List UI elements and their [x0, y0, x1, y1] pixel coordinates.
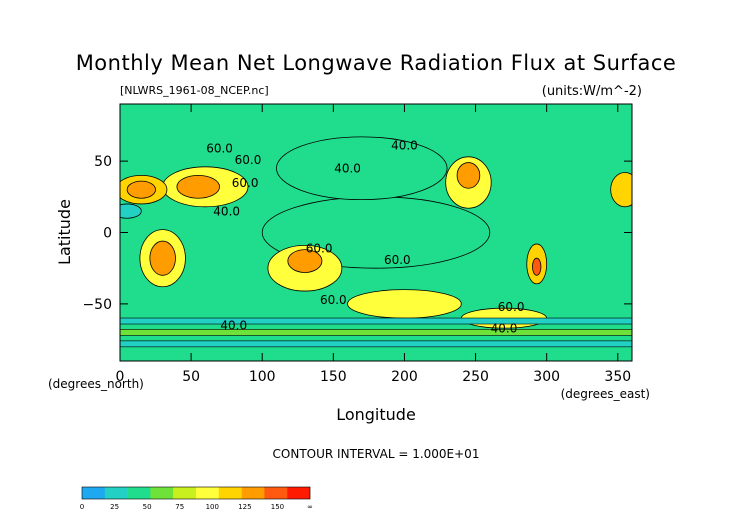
colorbar-label: 50	[143, 503, 152, 511]
x-tick-label: 200	[391, 369, 418, 385]
field-region	[456, 162, 481, 189]
field-region	[287, 249, 323, 273]
colorbar-label: 75	[175, 503, 184, 511]
contour-label: 60.0	[320, 293, 347, 307]
field-region	[532, 257, 542, 276]
field-region	[176, 174, 220, 199]
colorbar-swatch	[104, 487, 128, 499]
colorbar-label: ∞	[307, 503, 313, 511]
units-label: (units:W/m^-2)	[542, 84, 642, 99]
field-band	[120, 340, 632, 348]
field-region	[120, 203, 142, 219]
contour-label: 60.0	[206, 142, 233, 156]
field-region	[149, 240, 176, 276]
colorbar-label: 150	[271, 503, 284, 511]
field-region	[126, 180, 156, 199]
field-layer	[120, 136, 632, 348]
x-tick-label: 100	[249, 369, 276, 385]
colorbar-swatch	[264, 487, 288, 499]
contour-label: 40.0	[491, 321, 518, 335]
contour-interval: CONTOUR INTERVAL = 1.000E+01	[273, 447, 480, 461]
colorbar-frame	[81, 486, 311, 500]
contour-label: 40.0	[334, 162, 361, 176]
field-region	[610, 172, 632, 208]
contour-label: 60.0	[235, 153, 262, 167]
source-label: [NLWRS_1961-08_NCEP.nc]	[120, 84, 269, 97]
colorbar-swatch	[150, 487, 174, 499]
colorbar-swatch	[218, 487, 242, 499]
colorbar-swatch	[82, 487, 105, 499]
y-tick-label: −50	[82, 297, 112, 313]
field-region	[347, 289, 462, 319]
x-axis-label: Longitude	[336, 405, 416, 424]
colorbar-swatch	[127, 487, 151, 499]
y-tick-label: 50	[94, 154, 112, 170]
x-tick-label: 150	[320, 369, 347, 385]
field-band	[120, 329, 632, 336]
field-band	[120, 317, 632, 325]
x-tick-label: 300	[533, 369, 560, 385]
colorbar-swatch	[173, 487, 197, 499]
colorbar-swatch	[241, 487, 265, 499]
chart-title: Monthly Mean Net Longwave Radiation Flux…	[76, 51, 677, 75]
contour-label: 60.0	[498, 300, 525, 314]
x-tick-label: 0	[116, 369, 125, 385]
contour-label: 60.0	[384, 253, 411, 267]
colorbar-label: 125	[238, 503, 251, 511]
y-tick-label: 0	[103, 226, 112, 242]
colorbar-label: 0	[80, 503, 84, 511]
contour-label: 60.0	[306, 241, 333, 255]
contour-label: 40.0	[391, 139, 418, 153]
y-unit-label: (degrees_north)	[48, 377, 144, 391]
y-axis-label: Latitude	[55, 199, 74, 265]
contour-label: 40.0	[213, 204, 240, 218]
contour-label: 40.0	[220, 319, 247, 333]
field-region	[276, 136, 448, 201]
x-unit-label: (degrees_east)	[561, 387, 650, 401]
x-tick-label: 250	[462, 369, 489, 385]
x-tick-label: 50	[182, 369, 200, 385]
colorbar-swatch	[196, 487, 219, 499]
colorbar-swatch	[287, 487, 311, 499]
colorbar-label: 100	[206, 503, 219, 511]
contour-label: 60.0	[232, 176, 259, 190]
colorbar-label: 25	[110, 503, 119, 511]
x-tick-label: 350	[604, 369, 631, 385]
